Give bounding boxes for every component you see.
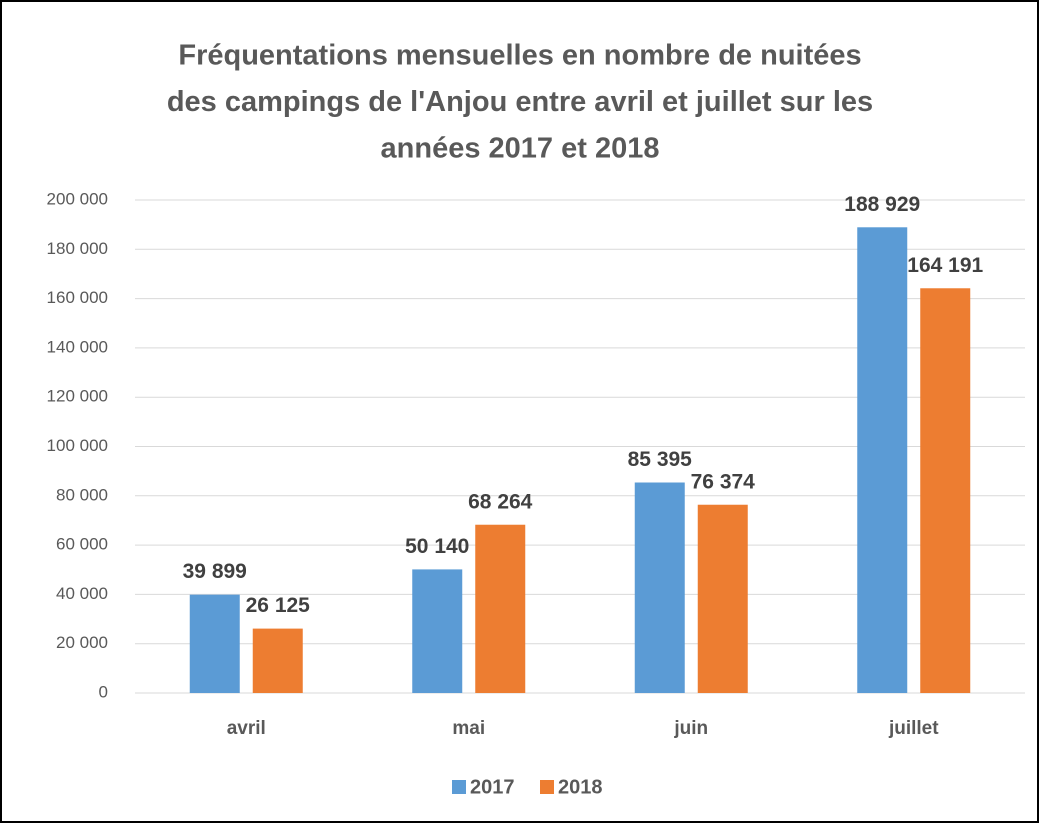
data-label: 188 929 [844, 193, 920, 216]
legend-swatch [540, 780, 554, 794]
bar [857, 227, 908, 693]
legend-swatch [452, 780, 466, 794]
data-label: 50 140 [405, 535, 469, 558]
legend-label: 2018 [558, 776, 603, 798]
legend-label: 2017 [470, 776, 515, 798]
data-label: 68 264 [468, 490, 533, 513]
chart-title: années 2017 et 2018 [381, 133, 660, 165]
x-tick-label: avril [227, 718, 266, 739]
bar [252, 628, 303, 693]
y-tick-label: 140 000 [47, 337, 108, 356]
y-tick-label: 0 [99, 682, 108, 701]
data-label: 39 899 [183, 560, 247, 583]
bar [412, 569, 463, 693]
x-tick-label: juin [673, 718, 708, 739]
data-label: 76 374 [691, 470, 756, 493]
y-tick-label: 200 000 [47, 189, 108, 208]
y-tick-label: 180 000 [47, 239, 108, 258]
y-tick-label: 80 000 [56, 485, 108, 504]
data-label: 85 395 [628, 448, 693, 471]
bar [475, 524, 526, 693]
y-tick-label: 160 000 [47, 288, 108, 307]
y-tick-label: 60 000 [56, 535, 108, 554]
data-label: 164 191 [907, 254, 983, 277]
data-label: 26 125 [246, 594, 311, 617]
y-tick-label: 20 000 [56, 633, 108, 652]
bar [697, 504, 748, 693]
y-tick-label: 100 000 [47, 436, 108, 455]
chart-title: Fréquentations mensuelles en nombre de n… [178, 40, 861, 72]
y-tick-label: 120 000 [47, 387, 108, 406]
bar [634, 482, 685, 693]
y-tick-label: 40 000 [56, 584, 108, 603]
x-tick-label: mai [452, 718, 485, 739]
bar [920, 288, 971, 693]
x-tick-label: juillet [888, 718, 939, 739]
chart-title: des campings de l'Anjou entre avril et j… [167, 86, 873, 118]
bar [189, 594, 240, 693]
